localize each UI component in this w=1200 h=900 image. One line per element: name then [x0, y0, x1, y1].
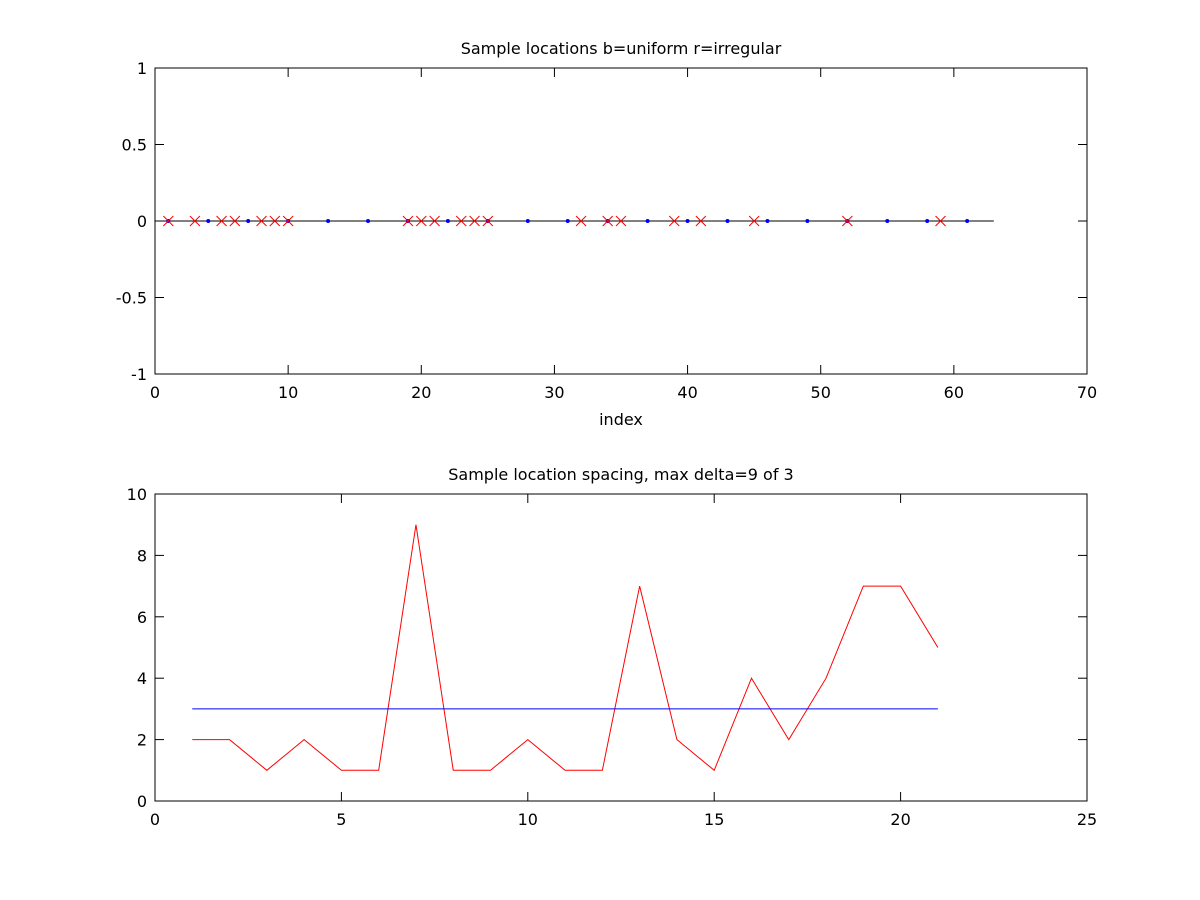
- chart-title: Sample location spacing, max delta=9 of …: [448, 465, 793, 484]
- x-tick-label: 60: [944, 383, 964, 402]
- x-marker: [229, 215, 241, 227]
- y-tick-label: -1: [131, 365, 147, 384]
- x-marker: [695, 215, 707, 227]
- x-marker: [615, 215, 627, 227]
- x-marker: [575, 215, 587, 227]
- x-tick-label: 70: [1077, 383, 1097, 402]
- x-tick-label: 20: [890, 810, 910, 829]
- x-marker: [668, 215, 680, 227]
- x-marker: [402, 215, 414, 227]
- dot-marker: [685, 219, 690, 223]
- x-axis-label: index: [599, 410, 643, 429]
- x-tick-label: 10: [278, 383, 298, 402]
- series-line: [192, 524, 939, 772]
- series-1: [192, 524, 939, 772]
- dot-marker: [565, 219, 570, 223]
- dot-marker: [525, 219, 530, 223]
- dot-marker: [366, 219, 371, 223]
- series-2: [162, 215, 946, 227]
- x-marker: [429, 215, 440, 227]
- chart-2: 0 5 10 15 20 25 0 2 4 6 8 10 Sample location spacing…: [127, 465, 1098, 829]
- x-marker: [935, 215, 946, 227]
- x-tick-label: 40: [677, 383, 697, 402]
- dot-marker: [885, 219, 890, 223]
- x-marker: [748, 215, 760, 227]
- x-tick-label: 15: [704, 810, 724, 829]
- dot-marker: [765, 219, 770, 223]
- plot-frame: [154, 493, 1088, 802]
- x-tick-label: 10: [518, 810, 538, 829]
- chart-1: 0 10 20 30 40 50 60 70 -1 -0.5 0 0.5 1 Sample locatio…: [116, 39, 1097, 429]
- x-marker: [216, 215, 227, 227]
- x-marker: [189, 215, 201, 227]
- dot-marker: [965, 219, 970, 223]
- x-marker: [415, 215, 427, 227]
- x-tick-label: 30: [544, 383, 564, 402]
- x-marker: [841, 215, 853, 227]
- dot-marker: [925, 219, 930, 223]
- dot-marker: [445, 219, 450, 223]
- x-marker: [482, 215, 494, 227]
- x-marker: [469, 215, 480, 227]
- dot-marker: [206, 219, 211, 223]
- x-marker: [256, 215, 267, 227]
- y-tick-label: 0.5: [122, 136, 147, 155]
- y-tick-label: 1: [137, 59, 147, 78]
- x-marker: [602, 215, 614, 227]
- x-tick-label: 0: [150, 383, 160, 402]
- y-tick-label: -0.5: [116, 289, 147, 308]
- dot-marker: [326, 219, 331, 223]
- x-tick-label: 20: [411, 383, 431, 402]
- x-tick-label: 5: [336, 810, 346, 829]
- y-tick-label: 0: [137, 212, 147, 231]
- dot-marker: [645, 219, 650, 223]
- dot-marker: [246, 219, 251, 223]
- x-marker: [269, 215, 281, 227]
- dot-marker: [725, 219, 730, 223]
- x-tick-label: 50: [811, 383, 831, 402]
- y-tick-label: 6: [137, 608, 147, 627]
- y-tick-label: 2: [137, 731, 147, 750]
- y-tick-label: 10: [127, 485, 147, 504]
- y-tick-label: 4: [137, 669, 147, 688]
- chart-title: Sample locations b=uniform r=irregular: [461, 39, 782, 58]
- x-marker: [162, 215, 174, 227]
- x-marker: [282, 215, 294, 227]
- dot-marker: [805, 219, 810, 223]
- x-tick-label: 25: [1077, 810, 1097, 829]
- x-marker: [455, 215, 467, 227]
- y-tick-label: 0: [137, 792, 147, 811]
- y-tick-label: 8: [137, 546, 147, 565]
- x-tick-label: 0: [150, 810, 160, 829]
